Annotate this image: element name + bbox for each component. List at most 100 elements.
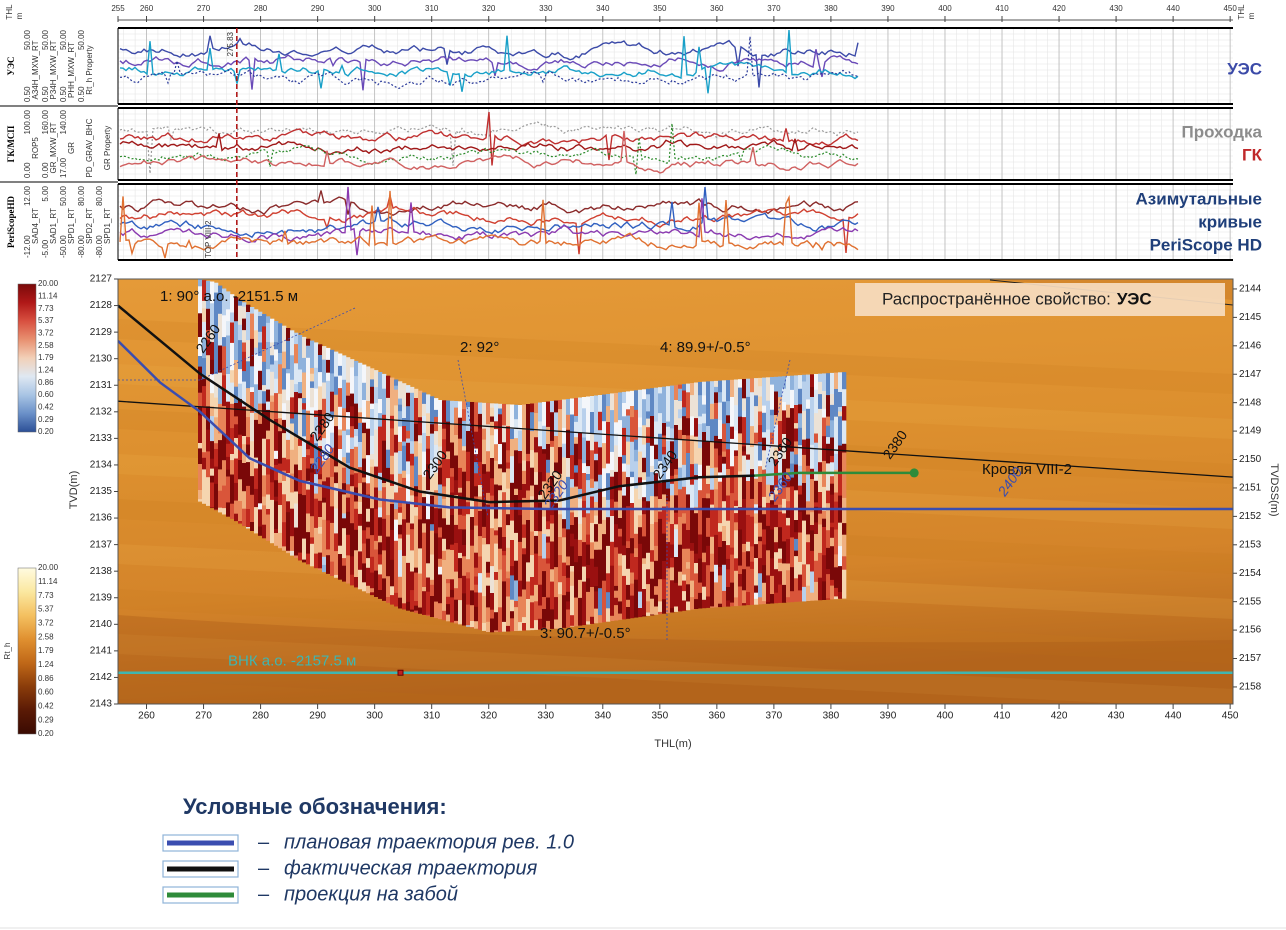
curtain-cell [698,534,703,546]
curtain-cell [666,587,671,614]
curtain-cell [418,435,423,444]
curtain-cell [662,599,667,614]
curtain-cell [726,545,731,560]
curtain-cell [282,433,287,459]
curtain-cell [582,581,587,612]
curtain-cell [658,540,663,552]
curtain-cell [746,489,751,516]
curtain-cell [546,426,551,445]
curtain-cell [410,571,415,591]
curtain-cell [294,384,299,393]
curtain-cell [582,566,587,583]
curtain-cell [210,441,215,460]
curtain-cell [726,600,731,607]
curtain-cell [462,515,467,530]
curtain-cell [558,622,563,629]
curtain-cell [602,534,607,557]
curtain-cell [546,558,551,564]
curtain-cell [514,532,519,562]
curtain-cell [822,527,827,556]
curtain-cell [706,408,711,427]
curtain-cell [618,477,623,491]
curtain-cell [674,557,679,584]
curtain-cell [638,591,643,609]
curtain-cell [774,424,779,448]
curtain-cell [702,381,707,396]
curtain-cell [354,436,359,448]
curtain-cell [286,540,291,552]
curtain-cell [438,400,443,426]
curtain-cell [630,553,635,574]
curtain-cell [294,527,299,547]
curtain-cell [286,373,291,401]
curtain-cell [218,313,223,340]
curtain-cell [618,613,623,620]
curtain-cell [206,280,211,310]
curtain-cell [742,552,747,570]
curtain-cell [566,429,571,459]
curtain-cell [586,466,591,475]
curtain-cell [494,579,499,592]
curtain-cell [250,392,255,414]
curtain-cell [718,566,723,576]
curtain-cell [686,392,691,419]
curtain-cell [490,555,495,567]
curtain-cell [458,438,463,469]
colorbar-tick-label: 1.79 [38,646,54,655]
curtain-cell [758,377,763,387]
curtain-cell [538,618,543,630]
curtain-cell [378,399,383,414]
curtain-cell [746,459,751,482]
curtain-cell [410,550,415,572]
curtain-cell [662,386,667,400]
curtain-cell [346,357,351,384]
curtain-cell [578,488,583,499]
curtain-cell [222,508,227,515]
curtain-cell [350,493,355,524]
curtain-cell [414,388,419,399]
curtain-cell [710,536,715,555]
curtain-cell [798,590,803,602]
curtain-cell [434,416,439,432]
curtain-cell [562,528,567,538]
curtain-cell [750,469,755,500]
curtain-cell [638,484,643,500]
curtain-cell [614,433,619,446]
curtain-cell [562,519,567,529]
curtain-cell [274,342,279,350]
curtain-cell [714,380,719,388]
curtain-cell [662,533,667,562]
curtain-cell [730,379,735,398]
curtain-cell [402,406,407,419]
curtain-cell [314,367,319,389]
curtain-cell [710,441,715,469]
curtain-cell [642,558,647,565]
curtain-cell [598,576,603,589]
curtain-cell [382,487,387,497]
curtain-cell [402,470,407,479]
curtain-cell [826,574,831,599]
curtain-cell [202,415,207,425]
curtain-cell [838,411,843,417]
curtain-cell [234,338,239,361]
curtain-cell [242,495,247,510]
curtain-cell [722,463,727,477]
curtain-cell [818,373,823,383]
curtain-cell [274,378,279,394]
top-tick-label: 350 [653,4,667,13]
curtain-cell [250,476,255,496]
curtain-cell [838,416,843,446]
curtain-cell [774,391,779,416]
curtain-cell [446,579,451,584]
curtain-cell [734,530,739,559]
curtain-cell [714,489,719,504]
track-name: PeriScopeHD [6,196,16,248]
curtain-cell [826,569,831,575]
curve-name: A34H_MXW_RT [31,40,40,99]
curtain-cell [318,517,323,528]
curtain-cell [478,454,483,463]
curtain-cell [518,547,523,561]
colorbar-tick-label: 2.58 [38,632,54,641]
curtain-cell [786,563,791,571]
curtain-cell [198,490,203,500]
